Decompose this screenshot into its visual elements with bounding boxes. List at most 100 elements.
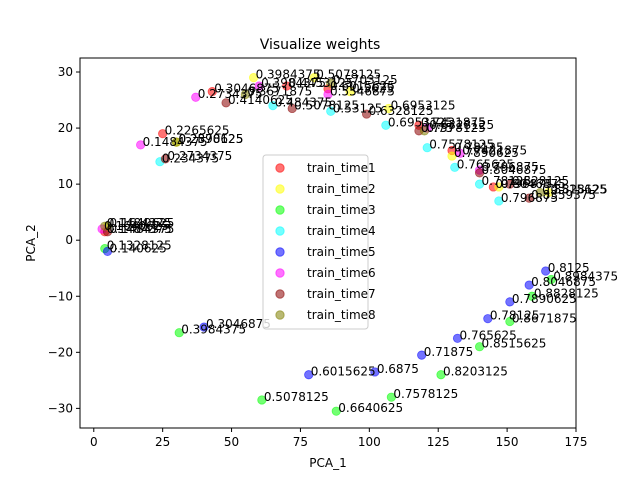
point-label: 0.5703125 xyxy=(333,73,398,87)
x-axis-label: PCA_1 xyxy=(309,456,346,470)
point-label: 0.484375 xyxy=(275,96,332,110)
data-point xyxy=(282,81,292,91)
point-label: 0.8203125 xyxy=(443,365,508,379)
data-point xyxy=(136,140,146,150)
data-point xyxy=(100,221,110,231)
data-point xyxy=(254,81,264,91)
point-label: 0.796875 xyxy=(482,160,539,174)
data-point xyxy=(527,291,537,301)
data-point xyxy=(474,342,485,352)
point-label: 0.6953125 xyxy=(391,98,456,112)
data-point xyxy=(381,120,391,130)
data-point xyxy=(384,103,394,114)
data-point xyxy=(417,350,427,360)
legend-marker xyxy=(275,163,285,173)
data-point xyxy=(207,87,217,97)
x-tick-label: 100 xyxy=(358,435,381,449)
point-label: 0.8359375 xyxy=(531,188,596,202)
data-point xyxy=(240,89,250,100)
legend-entry-label: train_time5 xyxy=(307,245,376,259)
point-label: 0.7578125 xyxy=(421,121,486,135)
point-label: 0.765625 xyxy=(457,157,514,171)
y-axis-label: PCA_2 xyxy=(24,224,38,261)
point-label: 0.7890625 xyxy=(512,292,577,306)
point-label: 0.4140625 xyxy=(228,93,293,107)
data-point xyxy=(323,89,333,100)
point-label: 0.8671875 xyxy=(512,311,577,325)
data-point xyxy=(257,395,267,405)
point-label: 0.140625 xyxy=(110,241,167,255)
point-label: 0.2734375 xyxy=(167,149,232,163)
data-point xyxy=(361,109,372,119)
chart-title: Visualize weights xyxy=(260,37,381,53)
point-label: 0.1484375 xyxy=(107,216,172,230)
data-point xyxy=(450,162,460,172)
point-label: 0.3984375 xyxy=(261,76,326,90)
point-label: 0.2734375 xyxy=(198,87,263,101)
point-label: 0.796875 xyxy=(501,191,558,205)
data-point xyxy=(309,73,319,83)
point-label: 0.3984375 xyxy=(256,68,321,82)
data-point xyxy=(541,266,551,276)
point-label: 0.78125 xyxy=(490,309,540,323)
point-label: 0.2265625 xyxy=(165,124,230,138)
point-label: 0.234375 xyxy=(162,152,219,166)
point-label: 0.75 xyxy=(426,121,453,135)
legend-entry-label: train_time4 xyxy=(307,224,376,238)
point-label: 0.8046875 xyxy=(482,163,547,177)
point-label: 0.7421875 xyxy=(462,143,527,157)
legend-entry-label: train_time3 xyxy=(307,203,376,217)
x-tick-label: 0 xyxy=(90,435,98,449)
y-tick-label: −10 xyxy=(48,289,73,303)
point-label: 0.5078125 xyxy=(264,390,329,404)
point-label: 0.7421875 xyxy=(421,115,486,129)
point-label: 0.71875 xyxy=(424,345,474,359)
data-point xyxy=(452,333,463,343)
y-tick-label: 30 xyxy=(58,65,73,79)
data-point xyxy=(174,328,184,338)
point-label: 0.7578125 xyxy=(429,138,494,152)
point-label: 0.6953125 xyxy=(388,115,453,129)
point-label: 0.6015625 xyxy=(330,79,395,93)
y-axis-ticks: −30 −20 −10 0 10 20 30 xyxy=(48,65,80,415)
data-point xyxy=(345,87,355,97)
y-tick-label: 10 xyxy=(58,177,73,191)
legend-marker xyxy=(275,310,285,320)
point-label: 0.8046875 xyxy=(501,177,566,191)
legend-marker xyxy=(275,205,285,215)
data-point xyxy=(455,148,465,158)
legend-box xyxy=(262,154,369,330)
legend-marker xyxy=(275,247,285,257)
point-label: 0.6015625 xyxy=(311,365,376,379)
data-point xyxy=(326,106,336,116)
legend-entry-label: train_time1 xyxy=(307,161,376,175)
point-label: 0.1484375 xyxy=(143,135,208,149)
point-label: 0.8515625 xyxy=(542,183,607,197)
data-point xyxy=(524,193,534,203)
data-point xyxy=(160,154,171,164)
data-point xyxy=(304,370,314,380)
data-point xyxy=(171,137,182,147)
plot-frame xyxy=(79,57,577,429)
data-point xyxy=(436,370,446,380)
data-point xyxy=(494,196,504,206)
point-label: 0.5078125 xyxy=(316,68,381,82)
point-label: 0.8828125 xyxy=(534,286,599,300)
x-tick-label: 75 xyxy=(293,435,308,449)
data-point xyxy=(505,316,515,327)
data-point xyxy=(505,179,515,189)
point-label: 0.2578125 xyxy=(178,132,243,146)
legend: train_time1 train_time2 train_time3 train_t… xyxy=(262,154,376,330)
y-tick-label: 0 xyxy=(65,233,73,247)
data-point xyxy=(474,179,485,189)
y-tick-label: −30 xyxy=(48,401,73,415)
data-point xyxy=(158,129,168,139)
point-label: 0.5625 xyxy=(352,82,394,96)
points-layer xyxy=(97,73,556,416)
x-tick-label: 125 xyxy=(427,435,450,449)
data-point xyxy=(535,187,545,198)
legend-marker xyxy=(275,226,285,236)
data-point xyxy=(386,392,396,402)
point-label: 0.1640625 xyxy=(110,216,175,230)
